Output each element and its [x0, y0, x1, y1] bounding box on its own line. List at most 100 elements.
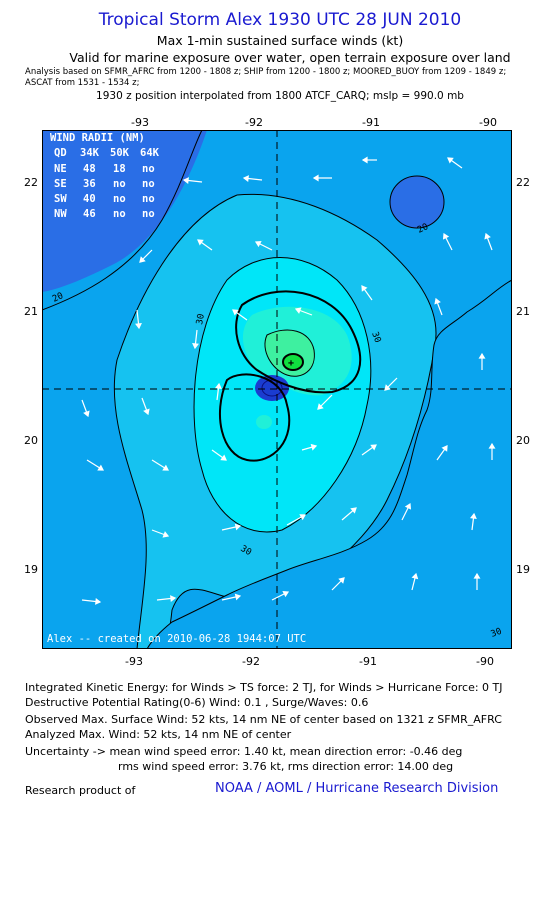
lat-tick-left: 21 — [24, 305, 38, 318]
lat-tick-right: 20 — [516, 434, 530, 447]
dpr-line: Destructive Potential Rating(0-6) Wind: … — [25, 696, 369, 709]
wind-vector-head — [488, 442, 496, 449]
contour-30-outer — [161, 193, 437, 649]
wind-vector-head — [192, 343, 199, 350]
wind-vector-head — [294, 307, 302, 314]
radii-34k: 36 — [83, 178, 96, 190]
analysis-line-2: ASCAT from 1531 - 1534 z; — [25, 78, 140, 88]
contour-20 — [42, 130, 203, 311]
wind-vector-head — [162, 464, 169, 471]
contour-30-west — [113, 194, 238, 649]
wind-vector-head — [254, 240, 262, 248]
analyzed-max-line: Analyzed Max. Wind: 52 kts, 14 nm NE of … — [25, 728, 292, 741]
contour-45 — [264, 329, 315, 377]
wind-vector-head — [242, 175, 249, 182]
wind-vector-head — [469, 512, 477, 519]
radii-50k: no — [113, 178, 126, 190]
lat-tick-left: 22 — [24, 176, 38, 189]
contour-20-east — [389, 175, 445, 229]
wind-radii-header-34k: 34K — [80, 147, 100, 159]
wind-vector-head — [170, 595, 177, 602]
wind-vector-head — [404, 502, 412, 510]
wind-vector-head — [220, 454, 227, 461]
wind-vector-head — [135, 323, 142, 330]
map-credit: Alex -- created on 2010-06-28 1944:07 UT… — [47, 633, 306, 645]
wind-vector-head — [361, 285, 368, 292]
wind-vector-head — [234, 593, 242, 601]
yucatan-land — [147, 280, 512, 649]
position-line: 1930 z position interpolated from 1800 A… — [96, 90, 464, 102]
radii-quadrant: SW — [54, 193, 67, 205]
contour-34kt — [235, 290, 362, 394]
wind-vector-head — [282, 590, 290, 598]
radii-50k: no — [113, 208, 126, 220]
wind-vector-head — [447, 157, 454, 164]
contour-label: 20 — [416, 222, 430, 236]
wind-vector-head — [478, 352, 486, 359]
uncertainty-line-2: rms wind speed error: 3.76 kt, rms direc… — [118, 760, 454, 773]
lon-tick-bottom: -92 — [242, 655, 260, 668]
wind-vector-head — [384, 384, 391, 391]
wind-vector-head — [232, 309, 239, 316]
wind-vector-head — [370, 444, 377, 451]
wind-max-region — [283, 354, 303, 370]
valid-note: Valid for marine exposure over water, op… — [69, 50, 511, 65]
contour-label: 30 — [490, 627, 504, 640]
wind-vector-head — [299, 514, 307, 521]
lon-tick-bottom: -91 — [359, 655, 377, 668]
lat-tick-left: 19 — [24, 563, 38, 576]
wind-vectors — [81, 156, 496, 605]
uncertainty-line-1: Uncertainty -> mean wind speed error: 1.… — [25, 745, 463, 758]
lon-tick-top: -90 — [479, 116, 497, 129]
lat-tick-right: 21 — [516, 305, 530, 318]
radii-quadrant: NE — [54, 163, 67, 175]
lon-tick-top: -91 — [362, 116, 380, 129]
coastline — [146, 279, 512, 649]
wind-radii-table: WIND RADII (NM) QD 34K 50K 64K NE 48 18 … — [50, 132, 160, 220]
wind-vector-head — [83, 410, 90, 418]
wind-vector-head — [214, 382, 222, 389]
wind-vector-head — [234, 523, 242, 531]
subtitle: Max 1-min sustained surface winds (kt) — [156, 33, 404, 48]
wind-vector-head — [484, 232, 491, 240]
max-wind-marker: + — [288, 358, 294, 369]
low-wind-spot — [390, 176, 444, 228]
wind-vector-head — [442, 232, 450, 240]
lon-tick-top: -92 — [245, 116, 263, 129]
wind-vector-head — [95, 598, 102, 605]
wind-vector-head — [338, 577, 345, 584]
wind-vector-head — [182, 177, 189, 184]
ike-line: Integrated Kinetic Energy: for Winds > T… — [25, 681, 503, 694]
wind-vector-head — [350, 507, 357, 514]
lat-tick-right: 22 — [516, 176, 530, 189]
observed-max-line: Observed Max. Surface Wind: 52 kts, 14 n… — [25, 713, 502, 726]
contour-50kt — [282, 353, 304, 371]
lat-tick-right: 19 — [516, 563, 530, 576]
radii-50k: 18 — [113, 163, 126, 175]
contour-label: 30 — [369, 331, 382, 345]
map-frame — [42, 130, 512, 649]
lon-tick-bottom: -90 — [476, 655, 494, 668]
radii-quadrant: NW — [54, 208, 67, 220]
wind-vector-head — [162, 531, 170, 538]
radii-34k: 48 — [83, 163, 96, 175]
wind-vector-head — [361, 156, 368, 164]
wind-sw-spot — [256, 415, 272, 429]
wind-vector-head — [473, 572, 481, 579]
wind-radii-title: WIND RADII (NM) — [50, 132, 145, 144]
wind-radii-header-64k: 64K — [140, 147, 160, 159]
wind-vector-head — [139, 256, 146, 263]
noaa-link[interactable]: NOAA / AOML / Hurricane Research Divisio… — [215, 781, 499, 796]
low-wind-region — [42, 130, 207, 292]
wind-vector-head — [411, 572, 419, 580]
wind-vector-head — [97, 464, 104, 471]
wind-map-svg: + 20 30 30 20 30 30 WIND RADII (NM) QD 3… — [42, 130, 512, 649]
radii-34k: 40 — [83, 193, 96, 205]
page-title: Tropical Storm Alex 1930 UTC 28 JUN 2010 — [98, 10, 462, 30]
wind-vector-head — [312, 174, 319, 182]
wind-radii-header-qd: QD — [54, 147, 67, 159]
lon-tick-bottom: -93 — [125, 655, 143, 668]
wind-vector-head — [310, 443, 318, 451]
wind-vector-head — [317, 403, 324, 410]
wind-vector-head — [197, 239, 204, 246]
